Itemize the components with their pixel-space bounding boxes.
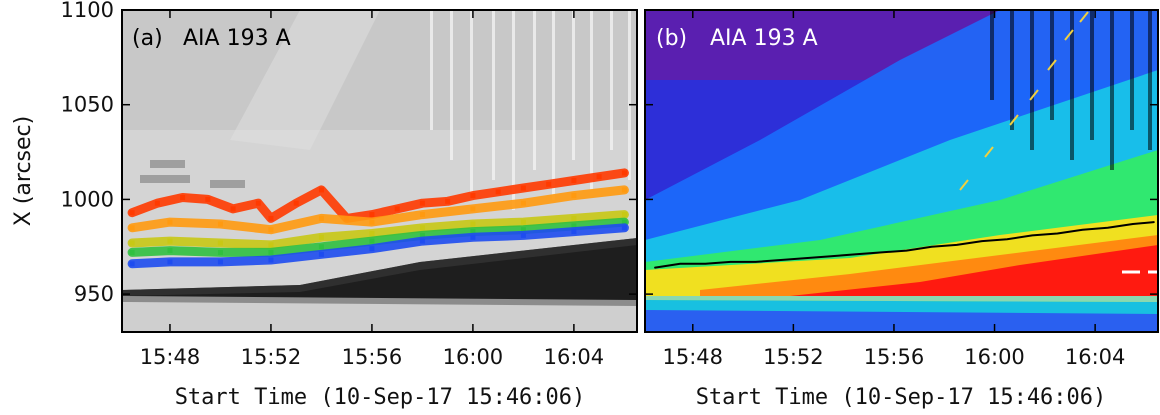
overlay-point (369, 212, 375, 218)
overlay-point (318, 244, 324, 250)
x-tick-label: 16:00 (443, 345, 504, 369)
y-tick-label: 1000 (61, 187, 114, 211)
overlay-point (470, 206, 476, 212)
overlay-point (419, 200, 425, 206)
overlay-point (154, 200, 160, 206)
x-tick-label: 15:52 (241, 345, 302, 369)
overlay-point (470, 221, 476, 227)
x-tick-label: 16:04 (1065, 345, 1126, 369)
overlay-point (217, 259, 223, 265)
x-tick-label: 16:04 (544, 345, 605, 369)
overlay-point (470, 234, 476, 240)
overlay-point (520, 232, 526, 238)
overlay-point (621, 187, 627, 193)
panel-b-axes: 15:48 15:52 15:56 16:00 16:04 (645, 9, 1158, 369)
overlay-point (571, 229, 577, 235)
overlay-point (167, 219, 173, 225)
overlay-point (129, 210, 135, 216)
overlay-point (621, 212, 627, 218)
overlay-point (318, 215, 324, 221)
overlay-point (571, 177, 577, 183)
overlay-point (546, 181, 552, 187)
panel-a-image (122, 10, 637, 332)
overlay-point (129, 240, 135, 246)
overlay-point (470, 229, 476, 235)
overlay-point (217, 240, 223, 246)
overlay-point (318, 251, 324, 257)
y-tick-label: 1100 (61, 0, 114, 22)
x-axis-title-b: Start Time (10-Sep-17 15:46:06) (696, 385, 1107, 410)
x-tick-label: 15:48 (140, 345, 201, 369)
overlay-point (596, 174, 602, 180)
overlay-point (167, 248, 173, 254)
overlay-point (571, 223, 577, 229)
panel-a-label: (a) (132, 26, 163, 51)
overlay-point (268, 227, 274, 233)
overlay-point (369, 219, 375, 225)
overlay-series-group (127, 168, 629, 269)
overlay-point (129, 225, 135, 231)
x-tick-label: 15:48 (663, 345, 724, 369)
x-tick-label: 15:52 (763, 345, 824, 369)
panel-b-image (645, 10, 1158, 332)
overlay-point (129, 249, 135, 255)
panel-b-frame (644, 9, 1159, 333)
overlay-point (369, 231, 375, 237)
overlay-series-group-b (654, 221, 1155, 269)
overlay-point (520, 227, 526, 233)
overlay-point (621, 170, 627, 176)
overlay-series-line (654, 221, 1155, 269)
overlay-point (520, 185, 526, 191)
overlay-point (230, 206, 236, 212)
panel-a: (a) AIA 193 A 15:48 15:52 15:56 16:00 16:04 9… (61, 0, 638, 369)
overlay-point (217, 221, 223, 227)
overlay-point (621, 225, 627, 231)
overlay-point (205, 196, 211, 202)
overlay-point (369, 246, 375, 252)
overlay-point (318, 234, 324, 240)
x-tick-label: 16:00 (964, 345, 1025, 369)
overlay-point (445, 198, 451, 204)
overlay-point (419, 212, 425, 218)
overlay-point (255, 200, 261, 206)
overlay-point (268, 215, 274, 221)
x-tick-label: 15:56 (342, 345, 403, 369)
overlay-point (129, 261, 135, 267)
overlay-point (571, 215, 577, 221)
panel-b-label: (b) (656, 26, 687, 51)
overlay-point (180, 195, 186, 201)
overlay-point (167, 238, 173, 244)
panel-a-title: AIA 193 A (183, 26, 291, 51)
overlay-point (318, 187, 324, 193)
overlay-point (520, 219, 526, 225)
panel-a-axes: 15:48 15:52 15:56 16:00 16:04 950 1000 1050 1100 (61, 0, 637, 369)
panel-b-title: AIA 193 A (710, 26, 818, 51)
overlay-point (217, 249, 223, 255)
y-tick-label: 1050 (61, 93, 114, 117)
panel-a-frame (121, 9, 638, 333)
y-tick-label: 950 (74, 282, 114, 306)
y-axis-title: X (arcsec) (11, 116, 36, 226)
overlay-point (419, 238, 425, 244)
overlay-point (268, 257, 274, 263)
overlay-point (268, 242, 274, 248)
overlay-point (470, 193, 476, 199)
overlay-point (394, 206, 400, 212)
overlay-point (293, 200, 299, 206)
overlay-point (268, 249, 274, 255)
overlay-point (520, 200, 526, 206)
overlay-point (419, 232, 425, 238)
x-tick-label: 15:56 (864, 345, 925, 369)
overlay-point (621, 219, 627, 225)
overlay-point (495, 189, 501, 195)
overlay-point (571, 193, 577, 199)
overlay-point (167, 259, 173, 265)
panel-b: (b) AIA 193 A 15:48 15:52 15:56 16:00 16:04 (644, 9, 1159, 369)
overlay-point (369, 238, 375, 244)
x-axis-title-a: Start Time (10-Sep-17 15:46:06) (175, 385, 586, 410)
overlay-point (419, 225, 425, 231)
